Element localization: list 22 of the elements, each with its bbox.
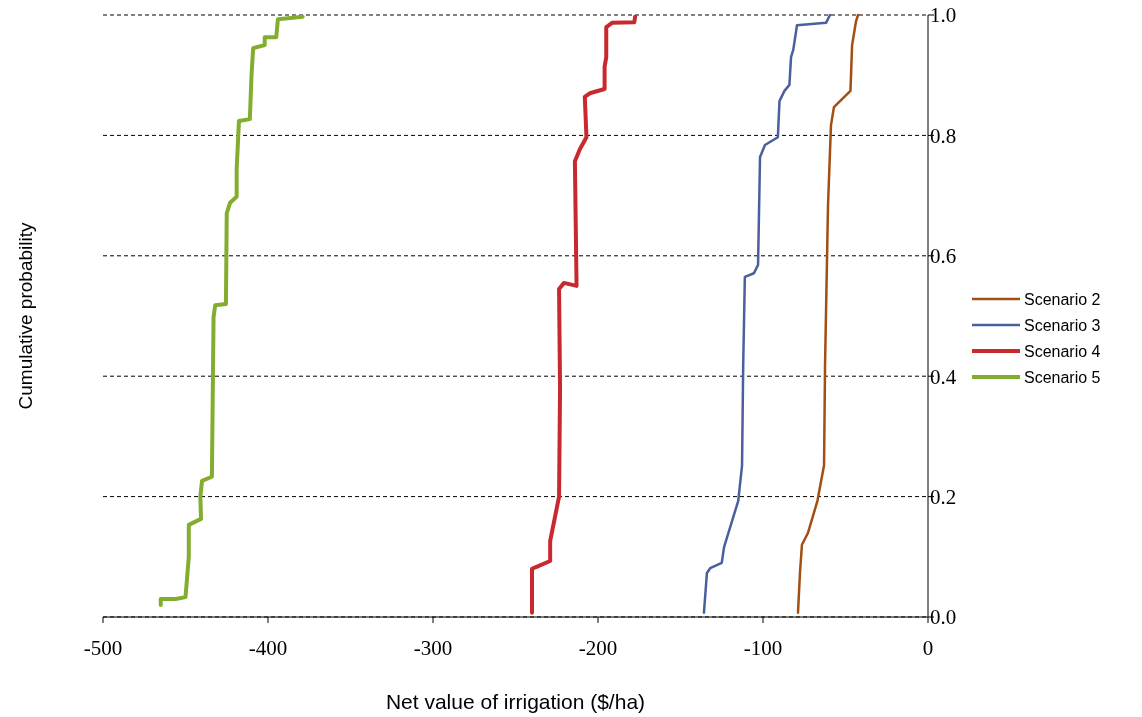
line-series [530, 14, 638, 615]
y-tick-label: 1.0 [930, 3, 957, 28]
y-tick-label: 0.0 [930, 605, 957, 630]
legend-label: Scenario 4 [1024, 342, 1101, 360]
line-series [702, 13, 832, 615]
line-series [158, 14, 305, 607]
x-tick-label: -200 [578, 636, 618, 660]
legend-label: Scenario 2 [1024, 290, 1101, 308]
line-series [796, 13, 860, 615]
x-tick-label: -400 [248, 636, 288, 660]
y-tick-label: 0.4 [930, 364, 957, 389]
x-tick-label: -100 [743, 636, 783, 660]
y-axis-title: Cumulative probability [15, 222, 36, 410]
x-tick-label: -500 [83, 636, 123, 660]
y-tick-label: 0.8 [930, 123, 957, 148]
x-axis-title: Net value of irrigation ($/ha) [385, 690, 646, 713]
x-tick-label: -300 [413, 636, 453, 660]
x-tick-label: 0 [922, 636, 934, 660]
y-tick-label: 0.6 [930, 244, 957, 269]
y-tick-label: 0.2 [930, 484, 957, 509]
legend-label: Scenario 5 [1024, 368, 1101, 386]
legend-label: Scenario 3 [1024, 316, 1101, 334]
